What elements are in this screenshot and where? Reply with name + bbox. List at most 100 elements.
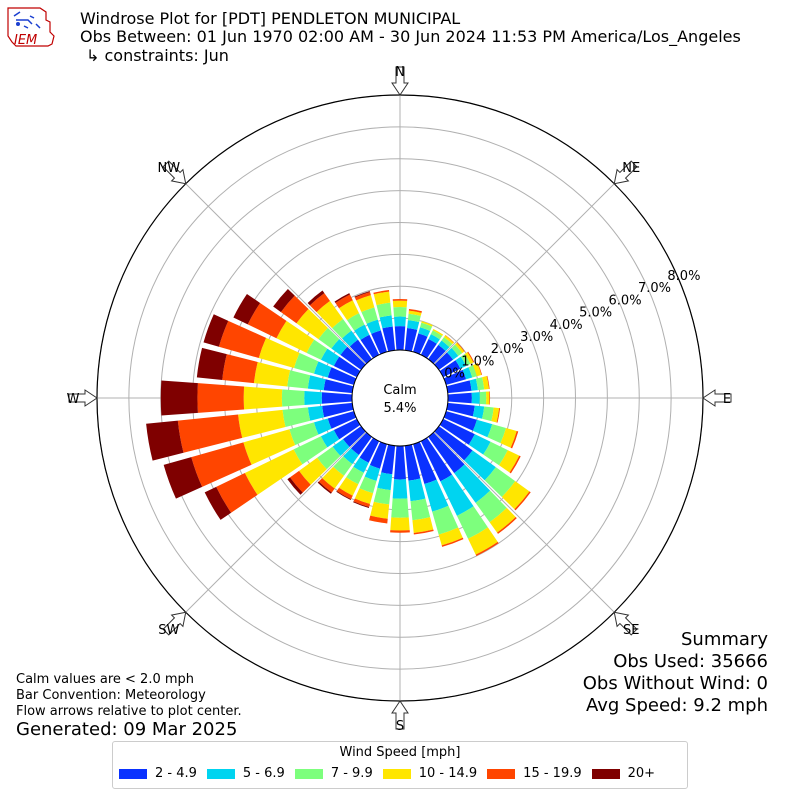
radial-tick-label: 8.0%: [667, 269, 700, 284]
windrose-bar-segment: [469, 378, 478, 391]
radial-tick-label: 3.0%: [520, 330, 553, 345]
windrose-bar-segment: [304, 390, 322, 406]
compass-label: NE: [622, 161, 640, 176]
windrose-bar-segment: [434, 352, 454, 370]
windrose-bar-segment: [340, 346, 366, 370]
windrose-bar-segment: [334, 293, 350, 303]
windrose-bar-segment: [258, 337, 300, 369]
windrose-bar-segment: [317, 481, 332, 494]
windrose-bar-segment: [294, 352, 319, 374]
windrose-bar-segment: [454, 464, 491, 503]
windrose-bar-segment: [287, 477, 303, 495]
windrose-bar-segment: [366, 319, 381, 334]
windrose-bar-segment: [350, 432, 372, 456]
windrose-bar-segment: [381, 444, 396, 475]
windrose-bar-segment: [392, 479, 408, 499]
legend-item: 7 - 9.9: [294, 766, 373, 781]
windrose-bar-segment: [441, 537, 464, 547]
windrose-bar-segment: [333, 418, 361, 440]
windrose-bar-segment: [501, 481, 530, 510]
windrose-bar-segment: [280, 295, 309, 324]
windrose-bars: [146, 288, 531, 557]
windrose-bar-segment: [479, 391, 487, 405]
windrose-bar-segment: [482, 406, 494, 422]
windrose-bar-segment: [379, 315, 393, 329]
windrose-bar-segment: [500, 427, 517, 448]
windrose-bar-segment: [317, 446, 341, 470]
windrose-bar-segment: [243, 386, 283, 410]
windrose-bar-segment: [163, 457, 203, 499]
speed-legend: Wind Speed [mph] 2 - 4.9 5 - 6.9 7 - 9.9 10…: [112, 741, 688, 789]
windrose-bar-segment: [430, 330, 443, 340]
windrose-bar-segment: [243, 429, 296, 465]
windrose-bar-segment: [332, 439, 350, 456]
windrose-bar-segment: [464, 450, 496, 481]
windrose-bar-segment: [391, 498, 409, 518]
windrose-bar-segment: [408, 309, 422, 313]
windrose-bar-segment: [244, 449, 303, 495]
windrose-bar-segment: [467, 351, 475, 363]
compass-arrow: [162, 160, 187, 185]
legend-item: 20+: [591, 766, 655, 781]
windrose-bar-segment: [496, 408, 501, 423]
windrose-bar-segment: [323, 379, 354, 394]
windrose-bar-segment: [197, 383, 245, 413]
windrose-bar-segment: [394, 445, 406, 480]
windrose-bar-segment: [371, 330, 387, 355]
chart-title: Windrose Plot for [PDT] PENDLETON MUNICI…: [80, 9, 461, 28]
windrose-bar-segment: [203, 314, 229, 347]
windrose-bar-segment: [484, 467, 516, 498]
legend-label: 2 - 4.9: [155, 766, 197, 781]
windrose-bar-segment: [354, 488, 374, 504]
legend-item: 2 - 4.9: [119, 766, 197, 781]
windrose-bar-segment: [413, 529, 434, 535]
windrose-bar-segment: [497, 516, 517, 534]
windrose-bar-segment: [382, 326, 396, 352]
radial-tick-label: 1.0%: [461, 354, 494, 369]
windrose-bar-segment: [475, 377, 485, 391]
radial-tick-label: 5.0%: [579, 306, 612, 321]
legend-title: Wind Speed [mph]: [339, 745, 461, 760]
calm-label: Calm: [383, 383, 416, 398]
windrose-bar-segment: [273, 288, 295, 313]
windrose-bar-segment: [346, 466, 364, 485]
windrose-bar-segment: [421, 321, 433, 327]
windrose-bar-segment: [306, 339, 328, 360]
windrose-bar-segment: [327, 367, 357, 385]
windrose-bar-segment: [377, 472, 393, 491]
windrose-bar-segment: [299, 457, 327, 485]
windrose-bar-segment: [404, 328, 418, 352]
windrose-bar-segment: [296, 308, 328, 340]
windrose-bar-segment: [472, 419, 493, 438]
radial-tick-label: 4.0%: [550, 318, 583, 333]
compass-label: SE: [623, 623, 639, 638]
generated-date: Generated: 09 Mar 2025: [16, 719, 238, 740]
windrose-bar-segment: [361, 307, 378, 324]
windrose-bar-segment: [439, 360, 461, 378]
calm-note: Calm values are < 2.0 mph: [16, 672, 195, 687]
windrose-bar-segment: [191, 442, 252, 487]
windrose-bar-segment: [393, 306, 407, 317]
windrose-bar-segment: [443, 335, 454, 345]
windrose-bar-segment: [428, 432, 465, 474]
windrose-bar-segment: [354, 292, 371, 301]
windrose-bar-segment: [327, 411, 357, 429]
windrose-bar-segment: [489, 507, 516, 533]
windrose-bar-segment: [477, 363, 483, 375]
radial-tick-label: 2.0%: [491, 342, 524, 357]
windrose-bar-segment: [390, 530, 410, 533]
windrose-bar-segment: [204, 486, 232, 520]
windrose-bar-segment: [439, 418, 475, 445]
windrose-bar-segment: [472, 363, 482, 377]
legend-swatch: [206, 768, 235, 779]
windrose-bar-segment: [509, 455, 521, 474]
windrose-bar-segment: [420, 437, 453, 482]
iem-logo: IEM: [7, 7, 55, 48]
grid-spoke: [433, 183, 615, 365]
calm-circle: [351, 349, 449, 447]
windrose-bar-segment: [332, 318, 352, 339]
compass-label: NW: [157, 161, 180, 176]
windrose-bar-segment: [489, 391, 491, 405]
windrose-bar-segment: [322, 402, 354, 418]
compass-arrow: [391, 66, 409, 96]
